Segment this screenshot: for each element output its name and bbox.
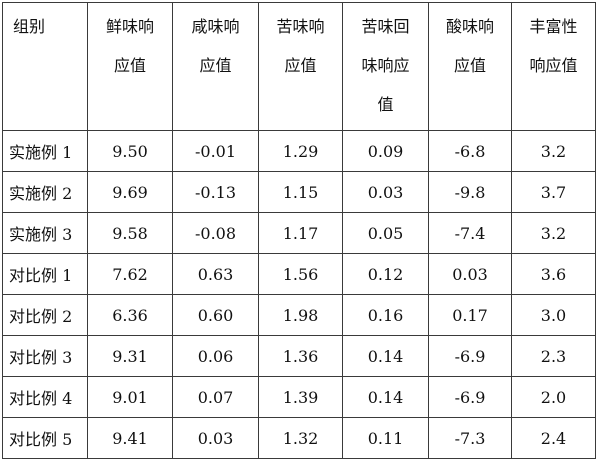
value-cell: 0.05 [342,212,429,254]
table-body: 实施例 1 9.50 -0.01 1.29 0.09 -6.8 3.2 实施例 2 9.69 -0… [2,130,596,459]
group-cell: 对比例 4 [2,376,88,418]
header-cell-bitter: 苦味响 应值 [258,2,343,131]
group-cell: 对比例 3 [2,335,88,377]
header-line: 味响应 [361,56,410,75]
value-cell: 0.06 [172,335,259,377]
value-cell: 2.4 [511,417,596,459]
header-line: 酸味响 [445,17,494,36]
header-line: 值 [377,95,394,114]
table-row: 对比例 2 6.36 0.60 1.98 0.16 0.17 3.0 [2,294,596,336]
value-cell: 1.39 [258,376,343,418]
value-cell: 6.36 [87,294,173,336]
value-cell: -6.8 [428,130,512,172]
value-cell: -0.01 [172,130,259,172]
value-cell: -9.8 [428,171,512,213]
value-cell: 1.29 [258,130,343,172]
table-row: 对比例 4 9.01 0.07 1.39 0.14 -6.9 2.0 [2,376,596,418]
header-line: 应值 [284,56,317,75]
header-cell-richness: 丰富性 响应值 [511,2,596,131]
value-cell: 1.98 [258,294,343,336]
value-cell: 1.36 [258,335,343,377]
header-line: 苦味回 [361,17,410,36]
header-cell-salty: 咸味响 应值 [172,2,259,131]
value-cell: 9.01 [87,376,173,418]
header-line: 丰富性 [529,17,578,36]
table-row: 实施例 1 9.50 -0.01 1.29 0.09 -6.8 3.2 [2,130,596,172]
group-cell: 实施例 3 [2,212,88,254]
header-line: 应值 [113,56,146,75]
group-cell: 实施例 2 [2,171,88,213]
value-cell: 3.0 [511,294,596,336]
group-cell: 实施例 1 [2,130,88,172]
value-cell: 9.50 [87,130,173,172]
header-cell-sour: 酸味响 应值 [428,2,512,131]
value-cell: 0.09 [342,130,429,172]
table-row: 对比例 5 9.41 0.03 1.32 0.11 -7.3 2.4 [2,417,596,459]
header-cell-group: 组别 [2,2,88,131]
value-cell: 7.62 [87,253,173,295]
value-cell: 9.69 [87,171,173,213]
header-line: 鲜味响 [105,17,154,36]
value-cell: -0.08 [172,212,259,254]
value-cell: 2.3 [511,335,596,377]
value-cell: 1.32 [258,417,343,459]
group-cell: 对比例 1 [2,253,88,295]
value-cell: 9.31 [87,335,173,377]
value-cell: 0.11 [342,417,429,459]
table-row: 实施例 3 9.58 -0.08 1.17 0.05 -7.4 3.2 [2,212,596,254]
value-cell: -6.9 [428,376,512,418]
value-cell: 0.03 [172,417,259,459]
value-cell: -0.13 [172,171,259,213]
value-cell: 0.14 [342,335,429,377]
header-line: 咸味响 [191,17,240,36]
value-cell: 0.63 [172,253,259,295]
value-cell: 9.58 [87,212,173,254]
value-cell: 1.15 [258,171,343,213]
table-row: 对比例 1 7.62 0.63 1.56 0.12 0.03 3.6 [2,253,596,295]
value-cell: 3.7 [511,171,596,213]
value-cell: 0.12 [342,253,429,295]
value-cell: 2.0 [511,376,596,418]
header-cell-umami: 鲜味响 应值 [87,2,173,131]
value-cell: 0.17 [428,294,512,336]
value-cell: -7.3 [428,417,512,459]
table-row: 对比例 3 9.31 0.06 1.36 0.14 -6.9 2.3 [2,335,596,377]
value-cell: -6.9 [428,335,512,377]
value-cell: 3.2 [511,130,596,172]
header-line: 响应值 [529,56,578,75]
value-cell: 3.6 [511,253,596,295]
table-row: 实施例 2 9.69 -0.13 1.15 0.03 -9.8 3.7 [2,171,596,213]
value-cell: 3.2 [511,212,596,254]
header-line: 组别 [13,17,46,36]
value-cell: 0.14 [342,376,429,418]
value-cell: 0.03 [428,253,512,295]
header-line: 应值 [199,56,232,75]
value-cell: 1.56 [258,253,343,295]
header-row: 组别 鲜味响 应值 咸味响 应值 苦味响 应值 苦味回 味响应 值 [2,2,596,131]
group-cell: 对比例 5 [2,417,88,459]
header-line: 应值 [453,56,486,75]
value-cell: 0.07 [172,376,259,418]
value-cell: 9.41 [87,417,173,459]
value-cell: 0.16 [342,294,429,336]
value-cell: 1.17 [258,212,343,254]
header-cell-bitter-aftertaste: 苦味回 味响应 值 [342,2,429,131]
group-cell: 对比例 2 [2,294,88,336]
header-line: 苦味响 [276,17,325,36]
value-cell: -7.4 [428,212,512,254]
value-cell: 0.03 [342,171,429,213]
value-cell: 0.60 [172,294,259,336]
